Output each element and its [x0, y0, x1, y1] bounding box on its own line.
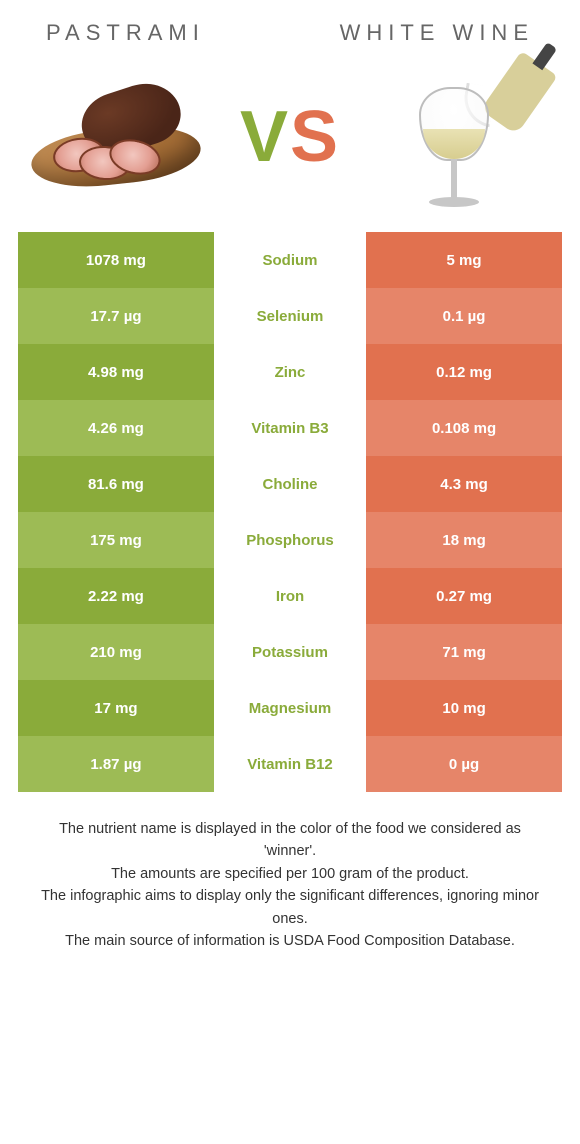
nutrient-name: Choline [214, 456, 366, 512]
value-right: 0.27 mg [366, 568, 562, 624]
value-right: 4.3 mg [366, 456, 562, 512]
value-left: 175 mg [18, 512, 214, 568]
value-left: 81.6 mg [18, 456, 214, 512]
title-left: PASTRAMI [46, 20, 205, 46]
value-right: 0.12 mg [366, 344, 562, 400]
value-left: 17.7 µg [18, 288, 214, 344]
value-right: 0.108 mg [366, 400, 562, 456]
value-left: 4.98 mg [18, 344, 214, 400]
value-left: 4.26 mg [18, 400, 214, 456]
vs-s: S [290, 97, 340, 177]
vs-label: VS [240, 96, 340, 178]
nutrient-name: Vitamin B3 [214, 400, 366, 456]
nutrient-name: Zinc [214, 344, 366, 400]
footer-line: The amounts are specified per 100 gram o… [40, 863, 540, 885]
table-row: 175 mgPhosphorus18 mg [18, 512, 562, 568]
footer-line: The infographic aims to display only the… [40, 885, 540, 930]
table-row: 17.7 µgSelenium0.1 µg [18, 288, 562, 344]
table-row: 4.98 mgZinc0.12 mg [18, 344, 562, 400]
hero-row: VS [18, 52, 562, 232]
value-left: 2.22 mg [18, 568, 214, 624]
nutrient-name: Magnesium [214, 680, 366, 736]
nutrient-name: Sodium [214, 232, 366, 288]
value-right: 71 mg [366, 624, 562, 680]
nutrient-table: 1078 mgSodium5 mg17.7 µgSelenium0.1 µg4.… [18, 232, 562, 792]
value-left: 1078 mg [18, 232, 214, 288]
value-right: 0 µg [366, 736, 562, 792]
footer-line: The main source of information is USDA F… [40, 930, 540, 952]
wine-image [374, 57, 554, 217]
value-right: 10 mg [366, 680, 562, 736]
table-row: 1.87 µgVitamin B120 µg [18, 736, 562, 792]
value-left: 17 mg [18, 680, 214, 736]
table-row: 17 mgMagnesium10 mg [18, 680, 562, 736]
title-right: WHITE WINE [340, 20, 534, 46]
pastrami-image [26, 82, 206, 192]
table-row: 4.26 mgVitamin B30.108 mg [18, 400, 562, 456]
nutrient-name: Selenium [214, 288, 366, 344]
nutrient-name: Vitamin B12 [214, 736, 366, 792]
nutrient-name: Phosphorus [214, 512, 366, 568]
table-row: 2.22 mgIron0.27 mg [18, 568, 562, 624]
value-left: 210 mg [18, 624, 214, 680]
footer-notes: The nutrient name is displayed in the co… [18, 792, 562, 953]
footer-line: The nutrient name is displayed in the co… [40, 818, 540, 863]
vs-v: V [240, 97, 290, 177]
value-right: 0.1 µg [366, 288, 562, 344]
value-left: 1.87 µg [18, 736, 214, 792]
nutrient-name: Iron [214, 568, 366, 624]
table-row: 1078 mgSodium5 mg [18, 232, 562, 288]
table-row: 210 mgPotassium71 mg [18, 624, 562, 680]
value-right: 5 mg [366, 232, 562, 288]
table-row: 81.6 mgCholine4.3 mg [18, 456, 562, 512]
value-right: 18 mg [366, 512, 562, 568]
nutrient-name: Potassium [214, 624, 366, 680]
